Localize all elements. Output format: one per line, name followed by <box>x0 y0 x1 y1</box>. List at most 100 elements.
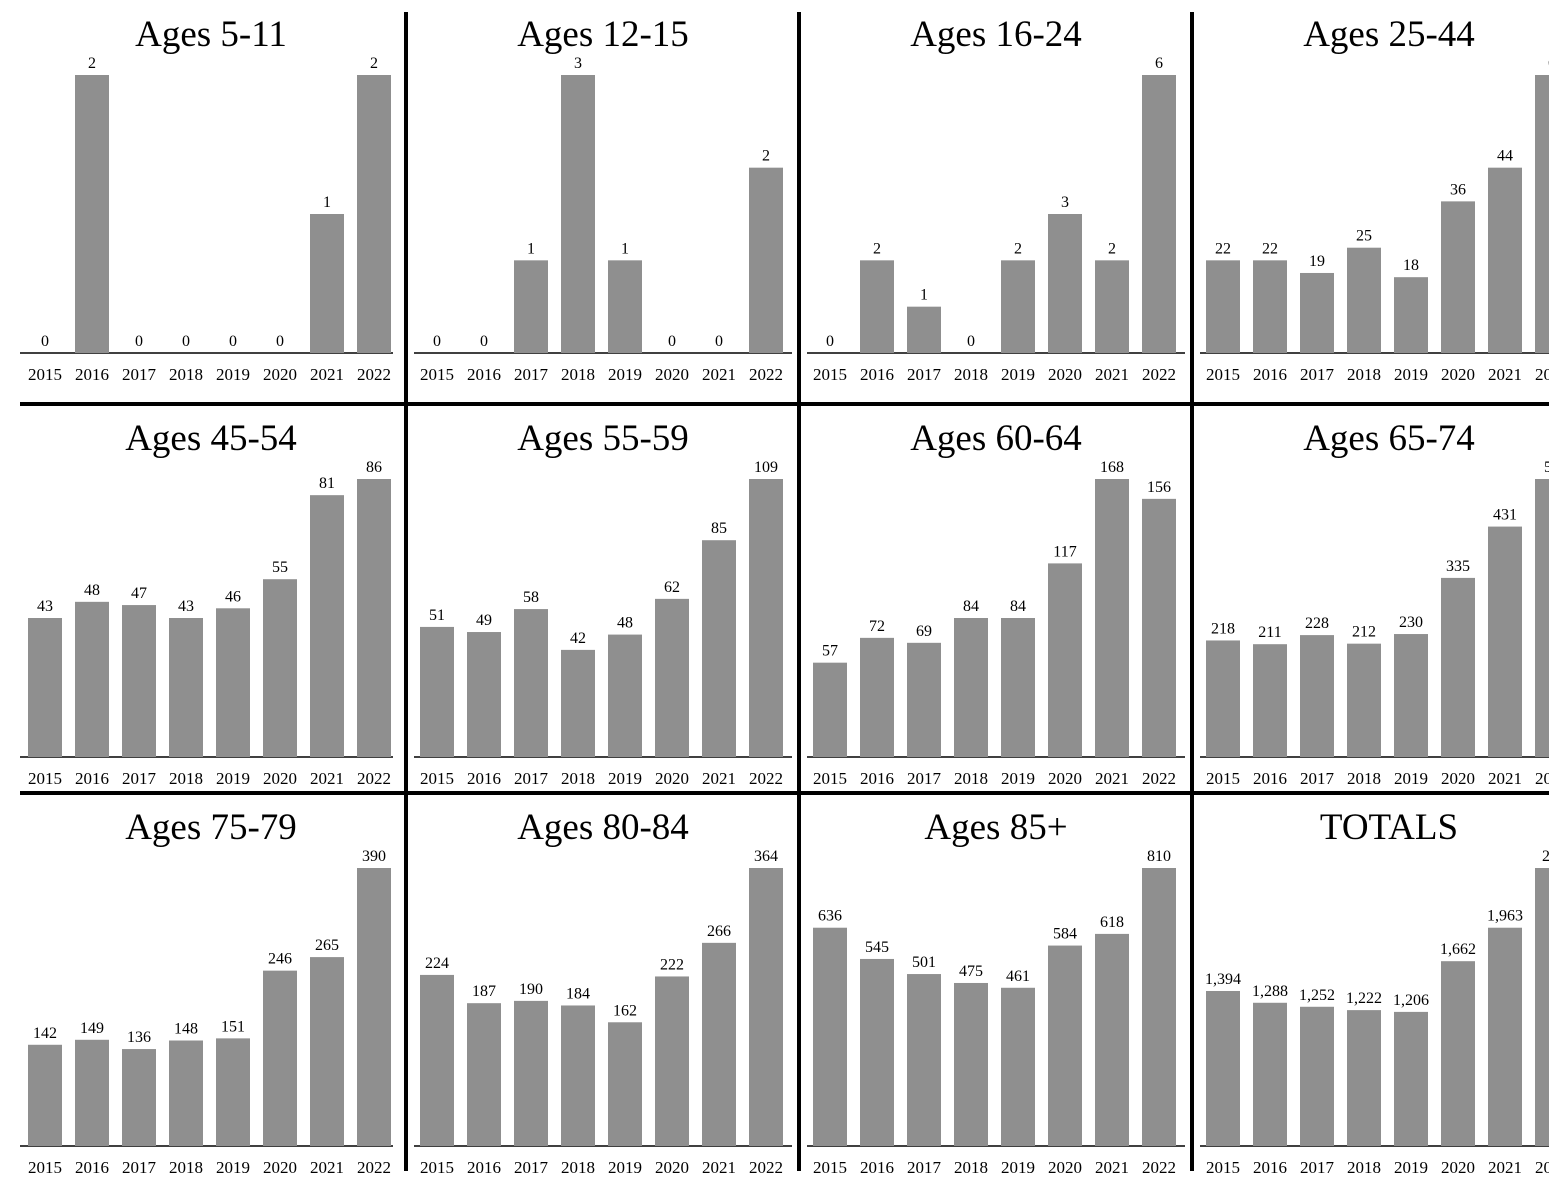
data-label-2016: 0 <box>480 333 488 350</box>
bar-2022 <box>357 868 391 1146</box>
data-label-2022: 390 <box>362 848 386 865</box>
bar-2017 <box>907 974 941 1146</box>
x-tick-label-2016: 2016 <box>1253 365 1287 384</box>
x-tick-label-2022: 2022 <box>1142 769 1176 788</box>
data-label-2019: 18 <box>1403 257 1419 274</box>
data-label-2017: 0 <box>135 333 143 350</box>
data-label-2015: 636 <box>818 908 842 925</box>
bar-2016 <box>1253 1002 1287 1146</box>
bar-2019 <box>216 608 250 757</box>
bar-2022 <box>1142 868 1176 1146</box>
x-tick-label-2022: 2022 <box>749 365 783 384</box>
x-tick-label-2017: 2017 <box>122 1158 157 1177</box>
bar-2015 <box>1206 990 1240 1146</box>
x-tick-label-2022: 2022 <box>749 1158 783 1177</box>
x-tick-label-2019: 2019 <box>1001 1158 1035 1177</box>
chart-panel: Ages 55-59 51 2015 49 2016 58 2017 42 2018 48 2019… <box>406 404 799 793</box>
x-tick-label-2022: 2022 <box>1142 365 1176 384</box>
bar-2022 <box>1535 75 1549 353</box>
data-label-2018: 0 <box>182 333 190 350</box>
bar-chart-svg: 224 2015 187 2016 190 2017 184 2018 162 2019 222 20… <box>414 848 792 1177</box>
data-label-2018: 1,222 <box>1346 990 1382 1007</box>
bar-2015 <box>28 618 62 757</box>
x-tick-label-2019: 2019 <box>216 365 250 384</box>
x-tick-label-2019: 2019 <box>216 769 250 788</box>
data-label-2015: 0 <box>41 333 49 350</box>
x-tick-label-2015: 2015 <box>1206 365 1240 384</box>
data-label-2019: 162 <box>613 1002 637 1019</box>
chart-title: Ages 60-64 <box>910 418 1082 459</box>
chart-title: Ages 25-44 <box>1303 14 1475 55</box>
bar-2016 <box>75 75 109 353</box>
data-label-2015: 51 <box>429 607 445 624</box>
chart-title: TOTALS <box>1319 807 1459 848</box>
data-label-2015: 57 <box>822 643 838 660</box>
data-label-2018: 25 <box>1356 228 1372 245</box>
chart-panel: Ages 60-64 57 2015 72 2016 69 2017 84 2018 84 2019… <box>799 404 1192 793</box>
bar-2021 <box>1488 526 1522 757</box>
bar-2021 <box>1095 260 1129 353</box>
bar-chart-svg: 0 2015 0 2016 1 2017 3 2018 1 2019 0 2020 0 2021 2 2022 <box>414 55 792 384</box>
data-label-2018: 212 <box>1352 624 1376 641</box>
bar-chart-svg: 142 2015 149 2016 136 2017 148 2018 151 2019 246 20… <box>20 848 393 1177</box>
x-tick-label-2022: 2022 <box>749 769 783 788</box>
x-tick-label-2021: 2021 <box>702 365 736 384</box>
chart-panel: Ages 12-15 0 2015 0 2016 1 2017 3 2018 1 2019 0 2020… <box>406 0 799 389</box>
x-tick-label-2016: 2016 <box>860 365 894 384</box>
bar-2017 <box>122 1049 156 1146</box>
bar-2019 <box>1001 987 1035 1146</box>
bar-chart-svg: 57 2015 72 2016 69 2017 84 2018 84 2019 117 2020 168… <box>807 459 1185 788</box>
data-label-2020: 0 <box>276 333 284 350</box>
x-tick-label-2016: 2016 <box>75 1158 109 1177</box>
panel-divider-vertical <box>1190 12 1194 1171</box>
data-label-2015: 0 <box>433 333 441 350</box>
data-label-2021: 2 <box>1108 240 1116 257</box>
chart-panel: Ages 5-11 0 2015 2 2016 0 2017 0 2018 0 2019 0 2020 1… <box>0 0 393 389</box>
bar-2019 <box>1394 634 1428 757</box>
data-label-2017: 1 <box>920 287 928 304</box>
data-label-2017: 136 <box>127 1029 151 1046</box>
bar-2018 <box>1347 1010 1381 1146</box>
bar-2018 <box>169 1040 203 1146</box>
bar-chart-svg: 218 2015 211 2016 228 2017 212 2018 230 2019 335 20… <box>1200 459 1549 788</box>
x-tick-label-2015: 2015 <box>813 365 847 384</box>
bar-2017 <box>514 609 548 757</box>
bar-2019 <box>1001 618 1035 757</box>
chart-panel: Ages 75-79 142 2015 149 2016 136 2017 148 2018 15… <box>0 793 393 1182</box>
x-tick-label-2019: 2019 <box>1001 769 1035 788</box>
x-tick-label-2017: 2017 <box>1300 1158 1335 1177</box>
data-label-2017: 228 <box>1305 615 1329 632</box>
bar-2017 <box>122 605 156 757</box>
data-label-2020: 117 <box>1053 543 1076 560</box>
bar-2015 <box>420 626 454 757</box>
x-tick-label-2020: 2020 <box>263 1158 297 1177</box>
x-tick-label-2021: 2021 <box>702 769 736 788</box>
data-label-2016: 2 <box>88 55 96 72</box>
x-tick-label-2015: 2015 <box>28 365 62 384</box>
bar-2018 <box>1347 643 1381 757</box>
panel-divider-vertical <box>404 12 408 1171</box>
bar-2017 <box>907 306 941 353</box>
data-label-2019: 1 <box>621 240 629 257</box>
bar-2015 <box>813 927 847 1146</box>
bar-2020 <box>655 976 689 1146</box>
data-label-2019: 2 <box>1014 240 1022 257</box>
data-label-2022: 52 <box>1544 459 1549 476</box>
x-tick-label-2019: 2019 <box>216 1158 250 1177</box>
x-tick-label-2018: 2018 <box>169 365 203 384</box>
x-tick-label-2015: 2015 <box>420 1158 454 1177</box>
x-tick-label-2022: 2022 <box>357 769 391 788</box>
data-label-2022: 86 <box>366 459 382 476</box>
data-label-2016: 1,288 <box>1252 983 1288 1000</box>
bar-2022 <box>1535 868 1549 1146</box>
bar-2017 <box>907 642 941 757</box>
bar-2021 <box>702 540 736 757</box>
x-tick-label-2018: 2018 <box>561 1158 595 1177</box>
bar-2019 <box>608 1022 642 1146</box>
bar-2022 <box>1535 479 1549 757</box>
bar-2022 <box>1142 498 1176 757</box>
x-tick-label-2020: 2020 <box>1048 1158 1082 1177</box>
chart-title: Ages 85+ <box>924 807 1068 848</box>
bar-2021 <box>310 214 344 353</box>
data-label-2018: 148 <box>174 1021 198 1038</box>
